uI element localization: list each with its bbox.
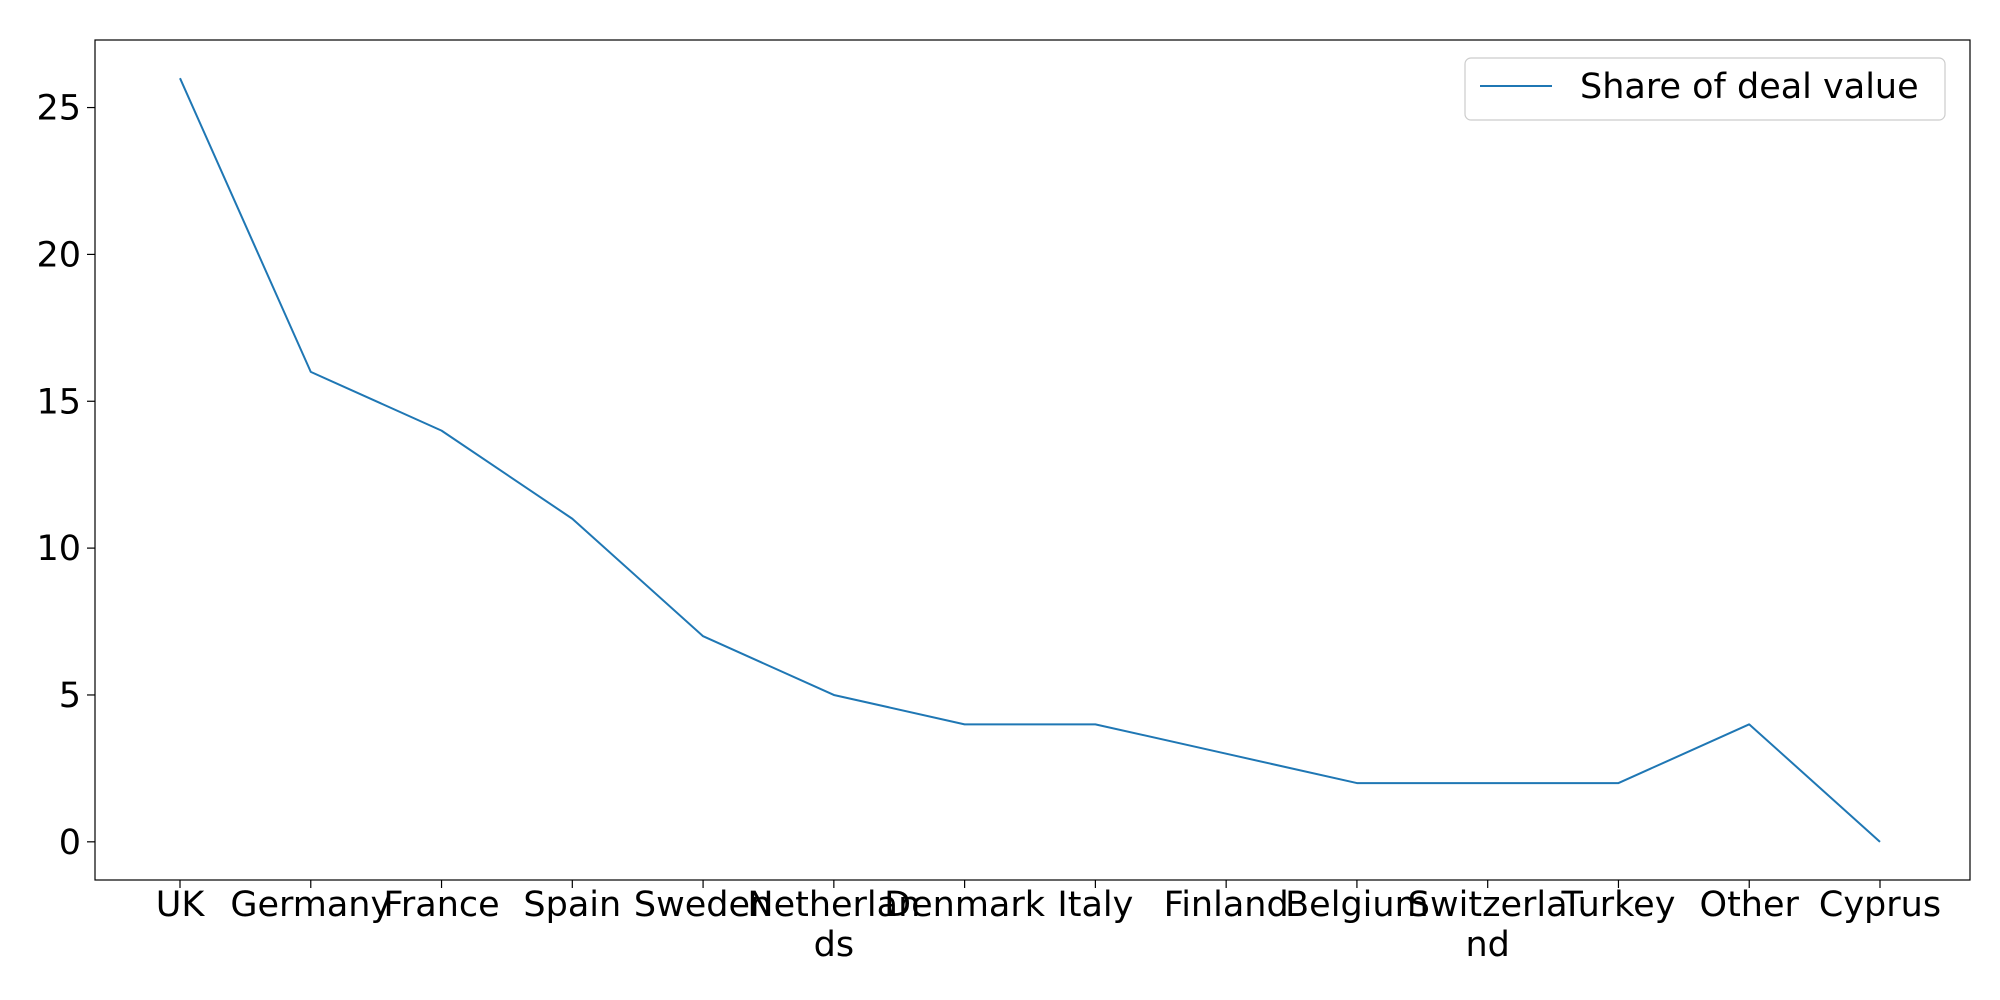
x-tick-label: Belgium — [1285, 885, 1429, 925]
series-line-0 — [179, 77, 1881, 843]
x-tick-label: Spain — [523, 885, 621, 925]
x-tick-label: Sweden — [634, 885, 772, 925]
x-tick-label: Other — [1700, 885, 1800, 925]
legend: Share of deal value — [1464, 57, 1946, 121]
x-tick-label: Turkey — [1561, 885, 1676, 925]
x-tick-label: Denmark — [884, 885, 1046, 925]
y-tick-label: 15 — [36, 382, 81, 422]
y-tick-label: 25 — [36, 89, 81, 129]
x-tick-label: Finland — [1164, 885, 1289, 925]
x-tick-label: Cyprus — [1819, 885, 1941, 925]
y-axis: 0 5 10 15 20 25 — [36, 89, 95, 863]
legend-label: Share of deal value — [1580, 67, 1919, 107]
y-tick-label: 10 — [36, 529, 81, 569]
series-layer — [179, 77, 1881, 843]
x-tick-label: Italy — [1057, 885, 1133, 925]
x-tick-label: France — [383, 885, 499, 925]
y-tick-label: 0 — [59, 823, 81, 863]
x-tick-label: Netherlan ds — [747, 885, 920, 965]
legend-frame — [1464, 57, 1946, 121]
y-tick-label: 5 — [59, 676, 81, 716]
y-tick-label: 20 — [36, 235, 81, 275]
x-tick-label: Germany — [230, 885, 391, 925]
x-tick-label: UK — [156, 885, 206, 925]
x-tick-label: Switzerla nd — [1408, 885, 1568, 965]
plot-area-frame — [94, 39, 1971, 881]
